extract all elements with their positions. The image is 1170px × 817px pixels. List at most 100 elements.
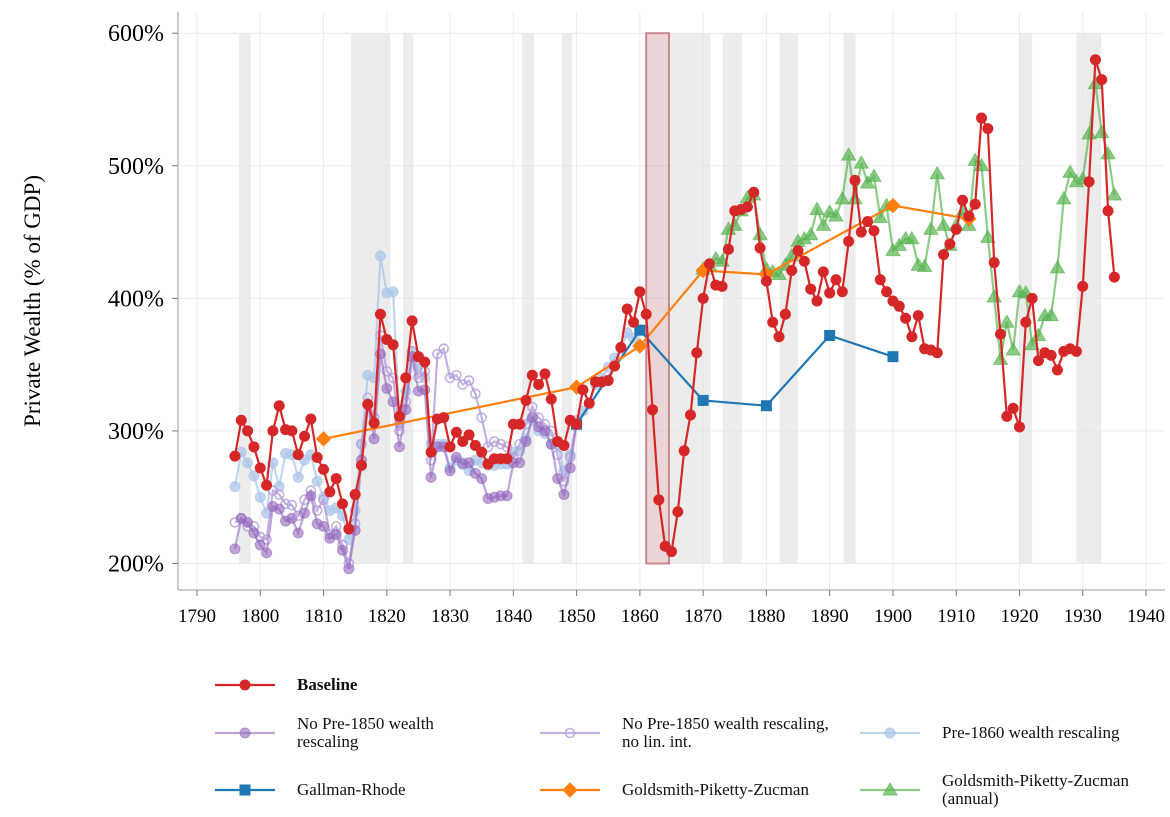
point xyxy=(998,314,1015,328)
point xyxy=(866,168,882,182)
point xyxy=(1051,364,1063,376)
point xyxy=(634,286,646,298)
point xyxy=(438,412,450,424)
point xyxy=(450,451,462,463)
point xyxy=(609,360,621,372)
point xyxy=(1013,421,1025,433)
point xyxy=(501,441,513,453)
point xyxy=(672,506,684,518)
point xyxy=(855,226,867,238)
x-tick-label: 1920 xyxy=(1000,606,1038,627)
highlight-period xyxy=(645,32,670,565)
point xyxy=(1070,345,1082,357)
point xyxy=(809,201,825,216)
point xyxy=(242,516,254,528)
point xyxy=(527,401,538,413)
point xyxy=(802,226,819,241)
point xyxy=(254,539,266,551)
point xyxy=(862,215,874,227)
point xyxy=(916,258,933,273)
legend-marker xyxy=(882,782,898,796)
point xyxy=(261,479,273,491)
point xyxy=(286,499,298,511)
point xyxy=(957,194,969,206)
shaded-period xyxy=(522,33,535,564)
y-tick-label: 500% xyxy=(108,154,164,180)
shaded-period xyxy=(350,33,391,564)
point xyxy=(514,457,526,469)
point xyxy=(906,331,918,343)
point xyxy=(356,438,367,450)
point xyxy=(938,249,950,261)
x-tick-label: 1830 xyxy=(431,606,469,627)
point xyxy=(647,404,659,416)
y-axis-label: Private Wealth (% of GDP) xyxy=(20,175,45,427)
point xyxy=(1026,292,1038,304)
point xyxy=(874,274,886,286)
point xyxy=(286,425,298,437)
point xyxy=(1024,336,1041,351)
point xyxy=(885,197,901,214)
legend-label: No Pre-1850 wealth rescaling, no lin. in… xyxy=(622,714,829,751)
point xyxy=(254,462,266,474)
point xyxy=(501,453,513,465)
point xyxy=(830,274,842,286)
point xyxy=(1005,342,1022,356)
point xyxy=(444,372,456,384)
point xyxy=(305,413,317,425)
y-tick-label: 300% xyxy=(108,419,164,445)
point xyxy=(406,315,418,327)
shaded-period xyxy=(843,33,856,564)
point xyxy=(286,512,298,524)
point xyxy=(311,505,323,516)
point xyxy=(748,186,760,198)
point xyxy=(330,473,342,485)
point xyxy=(840,147,857,161)
point xyxy=(520,436,532,448)
x-tick-label: 1810 xyxy=(305,606,343,627)
series xyxy=(695,75,1123,365)
point xyxy=(242,457,254,469)
point xyxy=(324,486,336,498)
point xyxy=(979,229,996,243)
point xyxy=(476,473,488,485)
point xyxy=(798,255,810,267)
point xyxy=(1083,176,1095,188)
point xyxy=(311,475,323,487)
point xyxy=(387,286,399,298)
point xyxy=(828,208,844,222)
legend-marker xyxy=(562,782,578,798)
point xyxy=(280,498,291,510)
point xyxy=(242,425,254,437)
point xyxy=(526,412,538,424)
point xyxy=(343,563,355,575)
x-tick-label: 1820 xyxy=(368,606,406,627)
point xyxy=(463,429,475,441)
point xyxy=(859,175,876,189)
point xyxy=(1032,355,1044,367)
point xyxy=(501,490,513,502)
point xyxy=(853,155,870,169)
point xyxy=(305,490,317,502)
point xyxy=(387,372,399,384)
point xyxy=(229,481,241,493)
point xyxy=(982,123,994,135)
point xyxy=(678,445,690,457)
point xyxy=(722,243,734,255)
point xyxy=(318,463,330,475)
point xyxy=(311,451,323,463)
point xyxy=(387,339,399,351)
legend-marker xyxy=(239,679,251,691)
point xyxy=(273,400,285,412)
point xyxy=(843,235,855,247)
point xyxy=(248,527,260,539)
point xyxy=(463,375,475,386)
point xyxy=(944,238,956,250)
legend-marker xyxy=(239,727,251,739)
point xyxy=(628,316,640,328)
point xyxy=(267,425,279,437)
series xyxy=(229,348,583,575)
y-tick-label: 600% xyxy=(108,21,164,47)
point xyxy=(374,308,386,320)
